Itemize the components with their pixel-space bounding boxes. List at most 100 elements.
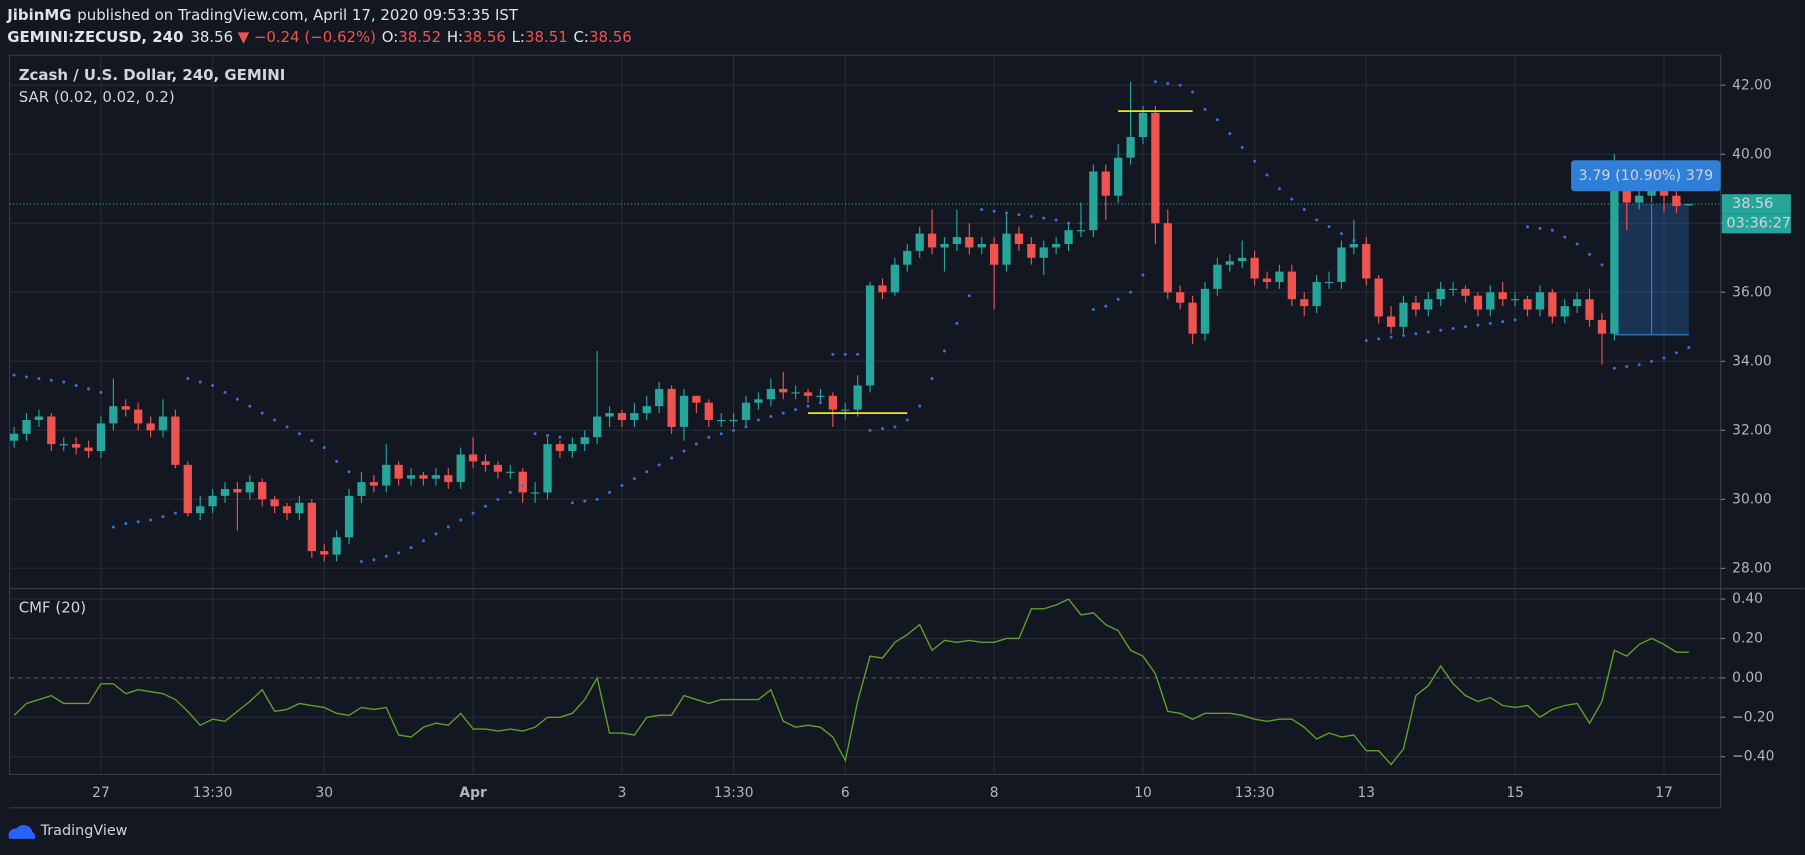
sar-dot bbox=[1513, 318, 1517, 322]
countdown-label: 03:36:27 bbox=[1726, 216, 1791, 232]
candle-body bbox=[1324, 281, 1334, 284]
y-tick-label: 40.00 bbox=[1732, 146, 1772, 162]
sar-dot bbox=[1550, 228, 1554, 232]
sar-dot bbox=[161, 515, 165, 519]
candle-body bbox=[71, 444, 81, 448]
sar-dot bbox=[1191, 90, 1195, 94]
y-tick-label: 0.00 bbox=[1732, 670, 1763, 686]
candle-body bbox=[1573, 299, 1582, 307]
candle-body bbox=[1114, 157, 1123, 196]
candle-body bbox=[1349, 243, 1359, 248]
cmf-line bbox=[13, 598, 1689, 766]
sar-dot bbox=[930, 377, 934, 381]
candle-body bbox=[47, 416, 56, 445]
sar-dot bbox=[446, 525, 450, 529]
candle-body bbox=[915, 233, 924, 251]
candle-body bbox=[1386, 316, 1396, 327]
candle-body bbox=[1064, 230, 1073, 244]
sar-dot bbox=[397, 551, 401, 555]
x-tick-label: 13:30 bbox=[1235, 785, 1275, 801]
candle-body bbox=[1014, 233, 1024, 244]
candle-body bbox=[865, 285, 875, 386]
candle-body bbox=[741, 402, 751, 420]
sar-dot bbox=[918, 404, 922, 408]
candle-body bbox=[1622, 181, 1631, 203]
sar-dot bbox=[1054, 218, 1058, 222]
sar-dot bbox=[1315, 218, 1319, 222]
sar-dot bbox=[1389, 335, 1393, 339]
sar-dot bbox=[434, 532, 438, 536]
sar-dot bbox=[1265, 173, 1269, 177]
header-line-2: GEMINI:ZECUSD, 240 38.56 ▼ −0.24 (−0.62%) O:… bbox=[7, 28, 632, 46]
candle-body bbox=[903, 250, 912, 265]
ohlc-value: 38.51 bbox=[525, 28, 568, 46]
sar-dot bbox=[1414, 332, 1418, 336]
candle-body bbox=[543, 444, 552, 493]
candle-body bbox=[121, 406, 130, 410]
sar-dot bbox=[409, 546, 413, 550]
candle-body bbox=[803, 392, 813, 396]
sar-dot bbox=[781, 411, 785, 415]
sar-dot bbox=[1253, 159, 1257, 163]
sar-dot bbox=[732, 428, 736, 432]
candle-body bbox=[506, 471, 515, 473]
author: JibinMG bbox=[6, 6, 71, 24]
sar-dot bbox=[769, 415, 773, 419]
candle-body bbox=[1585, 299, 1594, 320]
sar-dot bbox=[1538, 226, 1542, 230]
candle-body bbox=[1448, 288, 1458, 291]
sar-dot bbox=[273, 418, 277, 422]
sar-dot bbox=[942, 349, 946, 353]
candle-body bbox=[295, 502, 304, 514]
sar-dot bbox=[533, 432, 537, 436]
candle-body bbox=[1076, 230, 1086, 232]
sar-dot bbox=[297, 432, 301, 436]
sar-dot bbox=[905, 418, 909, 422]
y-tick-label: 28.00 bbox=[1732, 560, 1772, 576]
sar-dot bbox=[87, 387, 91, 391]
sar-dot bbox=[1166, 82, 1170, 86]
candle-body bbox=[282, 506, 292, 514]
candle-body bbox=[109, 406, 118, 424]
sar-dot bbox=[880, 427, 884, 431]
candle-body bbox=[530, 492, 540, 494]
candle-body bbox=[431, 475, 441, 479]
candle-body bbox=[828, 395, 837, 410]
candle-body bbox=[630, 413, 639, 420]
sar-dot bbox=[310, 439, 314, 443]
candle-body bbox=[1362, 243, 1371, 279]
candle-body bbox=[9, 433, 19, 441]
sar-dot bbox=[1674, 351, 1678, 355]
candle-body bbox=[679, 395, 689, 427]
candle-body bbox=[1647, 188, 1656, 196]
sar-dot bbox=[1662, 356, 1666, 360]
sar-dot bbox=[471, 511, 475, 515]
x-tick-label: 8 bbox=[990, 785, 999, 801]
sar-dot bbox=[1178, 83, 1182, 87]
sar-dot bbox=[1451, 327, 1455, 331]
last-price-tag bbox=[1721, 194, 1791, 214]
sar-dot bbox=[1352, 239, 1356, 243]
candle-body bbox=[853, 385, 862, 410]
sar-dot bbox=[384, 554, 388, 558]
sar-dot bbox=[1302, 207, 1306, 211]
candle-body bbox=[320, 551, 329, 555]
ohlc-value: 38.56 bbox=[463, 28, 506, 46]
candle-body bbox=[1051, 243, 1061, 248]
sar-dot bbox=[558, 435, 562, 439]
sar-dot bbox=[967, 294, 971, 298]
sar-dot bbox=[372, 558, 376, 562]
pane-title: Zcash / U.S. Dollar, 240, GEMINI bbox=[19, 66, 286, 84]
candle-body bbox=[208, 495, 217, 507]
sar-dot bbox=[1377, 337, 1381, 341]
y-tick-label: 0.40 bbox=[1732, 591, 1763, 607]
candle-body bbox=[59, 444, 68, 446]
candle-body bbox=[34, 416, 44, 420]
candle-body bbox=[816, 395, 825, 397]
candle-body bbox=[456, 454, 465, 483]
sar-dot bbox=[707, 435, 711, 439]
sar-dot bbox=[645, 470, 649, 474]
sar-dot bbox=[1612, 366, 1616, 370]
